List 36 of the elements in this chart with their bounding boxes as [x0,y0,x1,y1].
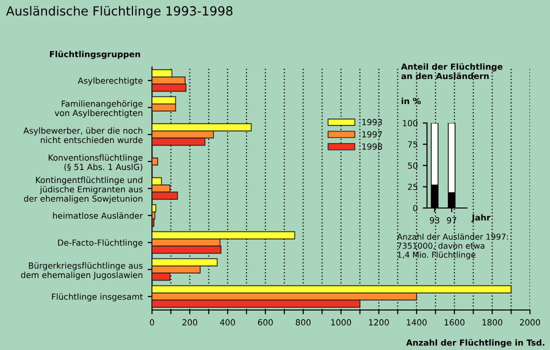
y-tick-label: Kontingentflüchtlinge und jüdische Emigranten aus der ehemaligen Sowjetunion [24,176,143,204]
x-tick-label: 0 [150,319,154,326]
x-axis-title: Jahr [471,214,491,222]
chart-title: Ausländische Flüchtlinge 1993-1998 [6,6,232,18]
bar [152,157,158,166]
y-tick-label: 100 [402,120,418,126]
y-tick-label: Bürgerkriegsflüchtlinge aus dem ehemaligen Jugoslawien [21,262,143,280]
x-tick-label: 93 [430,217,440,224]
legend-label: 1998 [362,143,382,150]
x-tick-label: 2000 [520,319,540,326]
legend-label: 1993 [362,118,382,126]
y-tick-label: 75 [408,141,418,148]
y-tick-label: Asylberechtigte [78,77,143,86]
x-tick-label: 600 [258,319,273,326]
y-tick-label: 50 [408,162,418,169]
x-axis-title: Anzahl der Flüchtlinge in Tsd. [406,339,544,348]
x-tick-label: 97 [446,217,456,224]
y-tick-label: 25 [408,184,418,190]
y-tick-label: Familienangehörige von Asylberechtigten [54,100,143,118]
y-axis-title: in % [402,98,421,104]
y-tick-label: Konventionsflüchtlinge (§ 51 Abs. 1 AuslG) [48,154,143,172]
y-tick-label: Flüchtlinge insgesamt [52,293,143,302]
x-tick-label: 400 [220,319,235,326]
y-tick-label: Asylbewerber, über die noch nicht entschieden wurde [23,127,143,144]
x-tick-label: 1000 [331,319,352,326]
y-tick-label: De-Facto-Flüchtlinge [58,239,143,248]
x-tick-label: 1200 [369,319,389,326]
x-tick-label: 800 [296,319,311,326]
x-tick-label: 1400 [406,319,427,326]
y-axis-title: Flüchtlingsgruppen [50,50,140,59]
x-tick-label: 200 [182,319,198,326]
x-tick-label: 1800 [482,319,502,326]
legend-label: 1997 [362,131,382,138]
x-tick-label: 1600 [444,319,464,326]
chart-title: Anteil der Flüchtlinge an den Ausländern [401,63,502,80]
y-tick-label: heimatlose Ausländer [53,212,143,219]
